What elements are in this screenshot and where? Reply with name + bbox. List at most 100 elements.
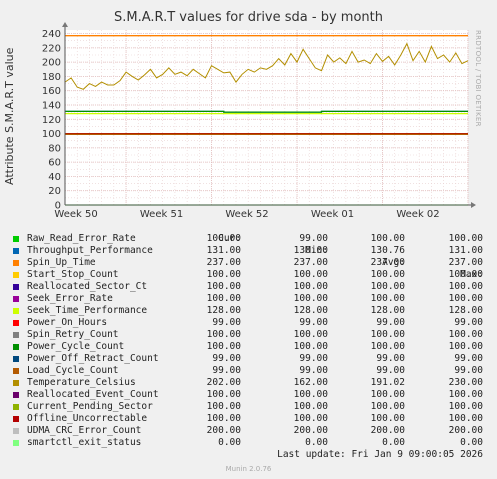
legend-row: Power_Off_Retract_Count 99.00 99.00 99.00 99… bbox=[13, 353, 485, 365]
header-min: Min: bbox=[305, 245, 328, 256]
axes bbox=[62, 22, 476, 208]
legend-max: 100.00 bbox=[448, 329, 483, 340]
legend-cur: 100.00 bbox=[206, 413, 241, 424]
legend-cur: 100.00 bbox=[206, 329, 241, 340]
legend-cur: 100.00 bbox=[206, 341, 241, 352]
legend-cur: 100.00 bbox=[206, 293, 241, 304]
legend-avg: 99.00 bbox=[376, 317, 405, 328]
legend-max: 100.00 bbox=[448, 413, 483, 424]
legend-min: 99.00 bbox=[299, 233, 328, 244]
last-update: Last update: Fri Jan 9 09:00:05 2026 bbox=[277, 449, 483, 460]
munin-version: Munin 2.0.76 bbox=[225, 465, 272, 473]
legend-min: 99.00 bbox=[299, 317, 328, 328]
legend-avg: 237.00 bbox=[370, 257, 405, 268]
legend-avg: 130.76 bbox=[370, 245, 405, 256]
legend-avg: 100.00 bbox=[370, 413, 405, 424]
legend-min: 100.00 bbox=[293, 269, 328, 280]
legend-name: smartctl_exit_status bbox=[27, 437, 142, 448]
legend-avg: 99.00 bbox=[376, 353, 405, 364]
legend-min: 100.00 bbox=[293, 413, 328, 424]
legend-max: 99.00 bbox=[454, 365, 483, 376]
legend-row: Reallocated_Sector_Ct 100.00 100.00 100.00 1… bbox=[13, 281, 485, 293]
legend-avg: 128.00 bbox=[370, 305, 405, 316]
legend-min: 100.00 bbox=[293, 329, 328, 340]
legend-max: 237.00 bbox=[448, 257, 483, 268]
legend-swatch bbox=[13, 272, 19, 278]
legend-row: Load_Cycle_Count 99.00 99.00 99.00 99.00 bbox=[13, 365, 485, 377]
series-line-temperature-celsius bbox=[64, 42, 469, 90]
legend-min: 237.00 bbox=[293, 257, 328, 268]
y-tick-label: 80 bbox=[48, 143, 61, 154]
legend-cur: 99.00 bbox=[212, 353, 241, 364]
legend-swatch bbox=[13, 284, 19, 290]
legend-swatch bbox=[13, 404, 19, 410]
legend-swatch bbox=[13, 440, 19, 446]
smart-values-chart: 0 20 40 60 80 100 120 140 160 180 200 220 240 Week 5… bbox=[42, 22, 476, 220]
legend-cur: 131.00 bbox=[206, 245, 241, 256]
legend-cur: 0.00 bbox=[218, 437, 241, 448]
plot-background bbox=[65, 30, 468, 205]
header-cur: Cur: bbox=[218, 233, 241, 244]
legend-max: 99.00 bbox=[454, 317, 483, 328]
legend-name: Reallocated_Sector_Ct bbox=[27, 281, 148, 292]
legend-row: Spin_Retry_Count 100.00 100.00 100.00 100.00 bbox=[13, 329, 485, 341]
legend-avg: 0.00 bbox=[382, 437, 405, 448]
legend-cur: 200.00 bbox=[206, 425, 241, 436]
legend-cur: 100.00 bbox=[206, 401, 241, 412]
legend-max: 99.00 bbox=[454, 353, 483, 364]
legend-swatch bbox=[13, 380, 19, 386]
legend-max: 100.00 bbox=[448, 389, 483, 400]
legend-name: Raw_Read_Error_Rate bbox=[27, 233, 136, 244]
legend-row: Seek_Error_Rate 100.00 100.00 100.00 100.00 bbox=[13, 293, 485, 305]
legend-avg: 100.00 bbox=[370, 329, 405, 340]
legend-table: Raw_Read_Error_Rate 100.00 99.00 100.00 100.… bbox=[13, 233, 485, 449]
legend-cur: 128.00 bbox=[206, 305, 241, 316]
legend-row: Power_Cycle_Count 100.00 100.00 100.00 100.0… bbox=[13, 341, 485, 353]
legend-max: 100.00 bbox=[448, 401, 483, 412]
legend-min: 100.00 bbox=[293, 341, 328, 352]
legend-avg: 100.00 bbox=[370, 281, 405, 292]
header-max: Max: bbox=[460, 269, 483, 280]
legend-swatch bbox=[13, 332, 19, 338]
legend-max: 100.00 bbox=[448, 341, 483, 352]
legend-name: Power_On_Hours bbox=[27, 317, 108, 328]
legend-name: Spin_Up_Time bbox=[27, 257, 96, 268]
legend-max: 0.00 bbox=[460, 437, 483, 448]
legend-header: Cur: Min: Avg: Max: bbox=[13, 221, 485, 280]
legend-swatch bbox=[13, 260, 19, 266]
legend-max: 100.00 bbox=[448, 269, 483, 280]
legend-swatch bbox=[13, 392, 19, 398]
legend-name: Load_Cycle_Count bbox=[27, 365, 119, 376]
legend-avg: 100.00 bbox=[370, 389, 405, 400]
legend-name: Power_Cycle_Count bbox=[27, 341, 125, 352]
legend-avg: 100.00 bbox=[370, 233, 405, 244]
legend-min: 100.00 bbox=[293, 401, 328, 412]
legend-min: 100.00 bbox=[293, 389, 328, 400]
legend-avg: 99.00 bbox=[376, 365, 405, 376]
y-tick-label: 180 bbox=[42, 72, 61, 83]
legend-avg: 100.00 bbox=[370, 293, 405, 304]
legend-max: 100.00 bbox=[448, 281, 483, 292]
legend-swatch bbox=[13, 248, 19, 254]
legend-max: 128.00 bbox=[448, 305, 483, 316]
x-axis-arrow bbox=[471, 202, 476, 208]
legend-max: 131.00 bbox=[448, 245, 483, 256]
legend-min: 0.00 bbox=[305, 437, 328, 448]
legend-min: 100.00 bbox=[293, 281, 328, 292]
legend-max: 230.00 bbox=[448, 377, 483, 388]
y-tick-label: 100 bbox=[42, 129, 61, 140]
legend-name: Temperature_Celsius bbox=[27, 377, 136, 388]
legend-row: Power_On_Hours 99.00 99.00 99.00 99.00 bbox=[13, 317, 485, 329]
legend-name: UDMA_CRC_Error_Count bbox=[27, 425, 142, 436]
legend-row: Throughput_Performance 131.00 130.00 130.76… bbox=[13, 245, 485, 257]
legend-row: Seek_Time_Performance 128.00 128.00 128.00 1… bbox=[13, 305, 485, 317]
legend-min: 162.00 bbox=[293, 377, 328, 388]
y-tick-labels: 0 20 40 60 80 100 120 140 160 180 200 220 240 bbox=[42, 29, 61, 211]
legend-row: Start_Stop_Count 100.00 100.00 100.00 100.00 bbox=[13, 269, 485, 281]
y-axis-arrow bbox=[62, 22, 68, 27]
legend-swatch bbox=[13, 344, 19, 350]
y-tick-label: 200 bbox=[42, 58, 61, 69]
x-tick-label: Week 50 bbox=[54, 209, 97, 220]
legend-swatch bbox=[13, 416, 19, 422]
legend-name: Seek_Time_Performance bbox=[27, 305, 148, 316]
